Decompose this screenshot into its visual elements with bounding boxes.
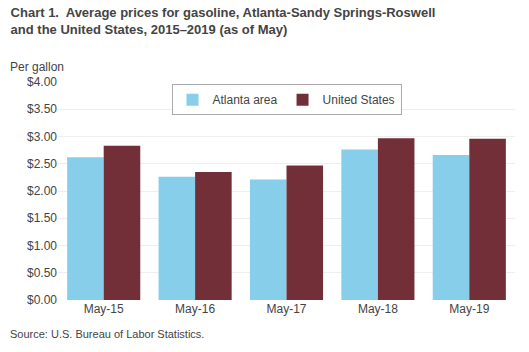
svg-text:Per gallon: Per gallon [10, 60, 64, 74]
svg-text:United States: United States [323, 93, 395, 107]
svg-text:$4.00: $4.00 [27, 75, 57, 89]
svg-text:May-17: May-17 [266, 302, 306, 316]
svg-text:Source: U.S. Bureau of Labor S: Source: U.S. Bureau of Labor Statistics. [10, 328, 204, 340]
svg-text:$1.50: $1.50 [27, 211, 57, 225]
svg-text:Atlanta area: Atlanta area [213, 93, 278, 107]
svg-text:$3.00: $3.00 [27, 130, 57, 144]
svg-text:May-19: May-19 [449, 302, 489, 316]
svg-text:$1.00: $1.00 [27, 239, 57, 253]
svg-text:May-15: May-15 [84, 302, 124, 316]
svg-text:$2.50: $2.50 [27, 157, 57, 171]
svg-text:$0.00: $0.00 [27, 293, 57, 307]
svg-text:$0.50: $0.50 [27, 266, 57, 280]
svg-text:May-18: May-18 [358, 302, 398, 316]
svg-text:$3.50: $3.50 [27, 102, 57, 116]
svg-text:May-16: May-16 [175, 302, 215, 316]
svg-text:Chart 1. Average prices for g: Chart 1. Average prices for gasoline, At… [11, 5, 436, 37]
svg-text:$2.00: $2.00 [27, 184, 57, 198]
